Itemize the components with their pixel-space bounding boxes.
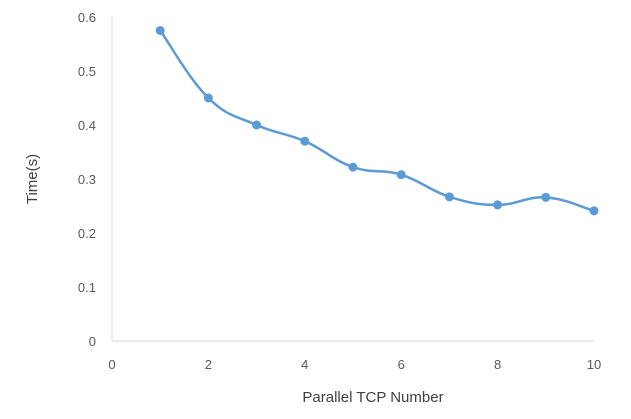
data-point [300, 136, 310, 146]
data-point [396, 170, 406, 180]
data-point [348, 162, 358, 172]
data-point [589, 206, 599, 216]
y-axis-title: Time(s) [24, 154, 41, 204]
x-tick-label: 0 [108, 357, 115, 372]
x-tick-label: 8 [494, 357, 501, 372]
x-axis-title: Parallel TCP Number [302, 389, 443, 406]
y-axis: 0 0.1 0.2 0.3 0.4 0.5 0.6 [78, 10, 113, 349]
y-tick-label: 0.6 [78, 10, 96, 25]
y-tick-label: 0.2 [78, 226, 96, 241]
data-point [444, 192, 454, 202]
data-point [252, 120, 262, 130]
y-tick-label: 0.5 [78, 64, 96, 79]
y-tick-label: 0 [89, 334, 96, 349]
x-tick-label: 4 [301, 357, 308, 372]
data-point [493, 200, 503, 210]
y-tick-label: 0.1 [78, 280, 96, 295]
x-tick-label: 2 [205, 357, 212, 372]
x-axis: 0 2 4 6 8 10 [108, 340, 601, 372]
series-layer [155, 26, 599, 216]
y-tick-label: 0.4 [78, 118, 96, 133]
x-tick-label: 10 [587, 357, 601, 372]
data-point [155, 26, 165, 35]
data-point [203, 93, 213, 103]
series-line [158, 29, 596, 213]
x-tick-label: 6 [398, 357, 405, 372]
data-point [541, 192, 551, 202]
y-tick-label: 0.3 [78, 172, 96, 187]
